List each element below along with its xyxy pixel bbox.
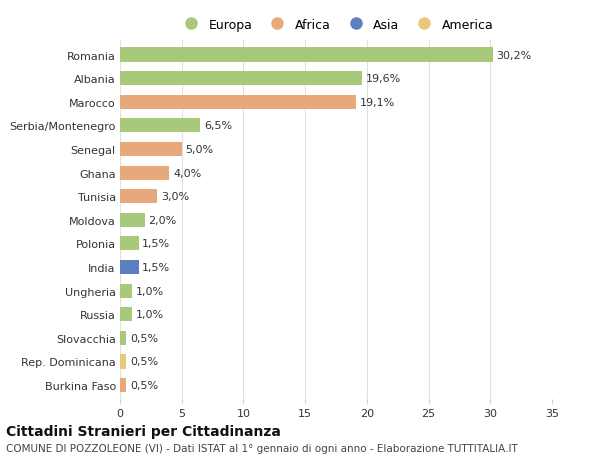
Bar (120, 95, 356, 110)
Bar (120, 308, 133, 322)
Text: 2,0%: 2,0% (148, 215, 176, 225)
Bar (120, 260, 139, 274)
Text: 1,5%: 1,5% (142, 239, 170, 249)
Text: 0,5%: 0,5% (130, 357, 158, 367)
Text: 6,5%: 6,5% (204, 121, 232, 131)
Text: 3,0%: 3,0% (161, 192, 189, 202)
Text: 19,1%: 19,1% (359, 98, 395, 107)
Text: COMUNE DI POZZOLEONE (VI) - Dati ISTAT al 1° gennaio di ogni anno - Elaborazione: COMUNE DI POZZOLEONE (VI) - Dati ISTAT a… (6, 443, 518, 453)
Text: 4,0%: 4,0% (173, 168, 202, 178)
Bar (120, 190, 157, 204)
Bar (120, 354, 126, 369)
Legend: Europa, Africa, Asia, America: Europa, Africa, Asia, America (178, 18, 494, 32)
Bar (120, 213, 145, 227)
Bar (120, 119, 200, 133)
Text: 30,2%: 30,2% (496, 50, 532, 61)
Text: 5,0%: 5,0% (185, 145, 214, 155)
Text: 1,0%: 1,0% (136, 309, 164, 319)
Bar (120, 143, 182, 157)
Text: 0,5%: 0,5% (130, 333, 158, 343)
Text: 0,5%: 0,5% (130, 380, 158, 390)
Bar (120, 72, 362, 86)
Text: 1,5%: 1,5% (142, 263, 170, 273)
Bar (120, 237, 139, 251)
Text: 19,6%: 19,6% (365, 74, 401, 84)
Bar (120, 331, 126, 345)
Bar (120, 166, 169, 180)
Bar (120, 48, 493, 62)
Bar (120, 378, 126, 392)
Text: Cittadini Stranieri per Cittadinanza: Cittadini Stranieri per Cittadinanza (6, 425, 281, 438)
Text: 1,0%: 1,0% (136, 286, 164, 296)
Bar (120, 284, 133, 298)
